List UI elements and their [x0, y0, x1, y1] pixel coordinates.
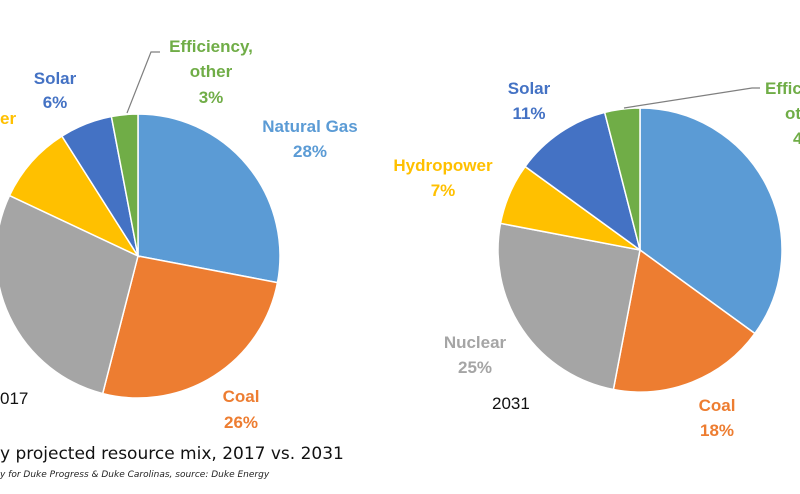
- label-natural-gas-2017: Natural Gas: [262, 117, 357, 136]
- label-coal-2031: Coal: [699, 396, 736, 415]
- pie-slice-solar-2031: [524, 111, 642, 252]
- value-coal-2017: 26%: [224, 413, 258, 432]
- value-natural-gas-2017: 28%: [293, 142, 327, 161]
- label-efficiency-2031-partial2: ot: [785, 104, 800, 123]
- pie-slice-efficiency-other-2031: [603, 107, 641, 251]
- pie-2017: [0, 113, 281, 399]
- label-solar-2017: Solar: [34, 69, 77, 88]
- value-solar-2031: 11%: [512, 104, 545, 123]
- label-efficiency-2017-line1: Efficiency,: [169, 37, 253, 56]
- value-hydropower-2031: 7%: [431, 181, 456, 200]
- value-solar-2017: 6%: [43, 93, 68, 112]
- value-coal-2031: 18%: [700, 421, 734, 440]
- figure-source: y for Duke Progress & Duke Carolinas, so…: [0, 470, 270, 480]
- pie-slice-coal-2017: [101, 255, 279, 399]
- value-efficiency-2017: 3%: [199, 88, 224, 107]
- pie-slice-efficiency-other-2017: [110, 113, 139, 257]
- label-efficiency-2017-line2: other: [190, 62, 233, 81]
- label-coal-2017: Coal: [223, 387, 260, 406]
- year-label-2031: 2031: [492, 394, 530, 413]
- figure-caption: y projected resource mix, 2017 vs. 2031: [0, 444, 344, 464]
- label-hydropower-2017-partial: er: [0, 109, 16, 128]
- pie-slice-coal-2031: [612, 248, 756, 393]
- pie-slice-nuclear-2017: [0, 194, 139, 395]
- pie-slice-natural-gas-2031: [639, 107, 783, 335]
- pie-slice-natural-gas-2017: [137, 113, 281, 284]
- label-solar-2031: Solar: [508, 79, 551, 98]
- label-nuclear-2031: Nuclear: [444, 333, 507, 352]
- pie-slice-nuclear-2031: [497, 222, 641, 391]
- label-efficiency-2031-partial1: Effic: [765, 79, 800, 98]
- efficiency-leader-line-2017: [126, 51, 160, 114]
- year-label-2017: 017: [0, 389, 28, 408]
- pie-2031: [497, 107, 783, 393]
- value-nuclear-2031: 25%: [458, 358, 492, 377]
- label-hydropower-2031: Hydropower: [393, 156, 493, 175]
- value-efficiency-2031-partial: 4: [793, 129, 800, 148]
- efficiency-leader-line-2031: [623, 87, 760, 109]
- pie-slice-hydropower-2017: [8, 135, 141, 258]
